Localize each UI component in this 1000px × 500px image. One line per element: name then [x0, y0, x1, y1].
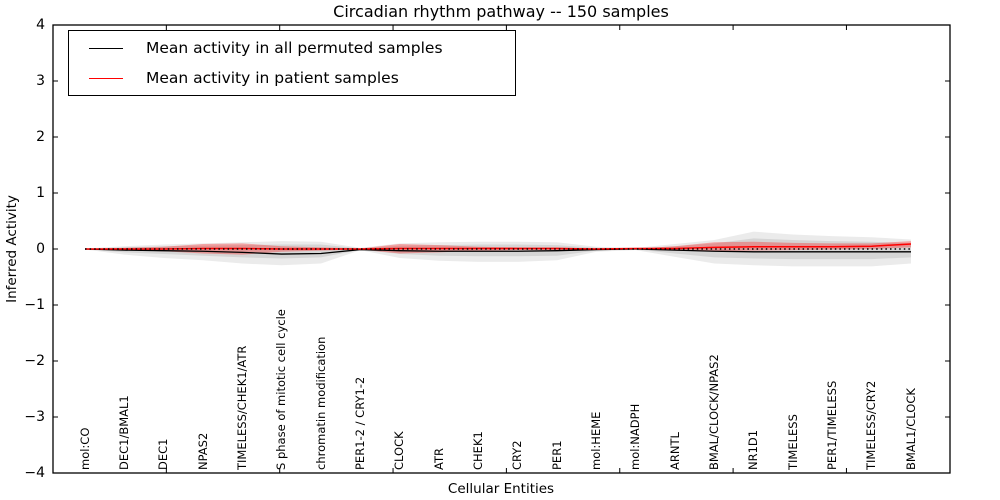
legend-entry-patient: Mean activity in patient samples [69, 65, 515, 91]
x-category-label: DEC1 [156, 438, 171, 470]
x-category-label: BMAL1/CLOCK [903, 388, 918, 470]
x-category-label: TIMELESS [785, 414, 800, 470]
y-tick-label: −1 [24, 297, 45, 313]
x-category-label: ATR [431, 448, 446, 470]
x-category-label: CLOCK [392, 431, 407, 470]
legend-line-swatch-permuted [89, 47, 123, 49]
y-tick-label: 2 [36, 129, 45, 145]
legend-line-swatch-patient [89, 77, 123, 79]
y-tick-label: −4 [24, 465, 45, 481]
x-category-label: TIMELESS/CRY2 [864, 380, 879, 470]
x-category-label: NR1D1 [746, 429, 761, 470]
legend-entry-permuted: Mean activity in all permuted samples [69, 35, 515, 61]
legend-label-patient: Mean activity in patient samples [146, 69, 399, 87]
x-category-label: DEC1/BMAL1 [116, 395, 131, 470]
x-category-label: PER1 [549, 440, 564, 470]
x-category-label: chromatin modification [313, 336, 328, 470]
y-tick-label: −2 [24, 353, 45, 369]
line-permuted-mean [84, 248, 911, 255]
y-tick-label: 4 [36, 17, 45, 33]
x-category-label: BMAL/CLOCK/NPAS2 [706, 354, 721, 470]
y-tick-label: 1 [36, 185, 45, 201]
chart-title: Circadian rhythm pathway -- 150 samples [333, 2, 669, 21]
legend: Mean activity in all permuted samples Me… [68, 30, 516, 96]
legend-label-permuted: Mean activity in all permuted samples [146, 39, 443, 57]
x-category-label: PER1/TIMELESS [824, 380, 839, 470]
y-tick-label: 0 [36, 241, 45, 257]
line-patient-mean [85, 243, 912, 250]
x-category-label: ARNTL [667, 432, 682, 470]
x-category-label: mol:CO [77, 427, 92, 470]
x-category-label: CRY2 [510, 440, 525, 470]
y-tick-label: 3 [36, 73, 45, 89]
x-category-label: TIMELESS/CHEK1/ATR [234, 345, 249, 470]
x-category-label: S phase of mitotic cell cycle [274, 309, 289, 470]
x-category-label: mol:NADPH [628, 403, 643, 470]
x-category-label: mol:HEME [588, 411, 603, 470]
x-category-label: NPAS2 [195, 432, 210, 470]
x-category-label: CHEK1 [470, 431, 485, 470]
axis-ticks [53, 24, 950, 474]
x-category-label: PER1-2 / CRY1-2 [352, 376, 367, 470]
y-tick-label: −3 [24, 409, 45, 425]
x-axis-label: Cellular Entities [447, 481, 555, 497]
